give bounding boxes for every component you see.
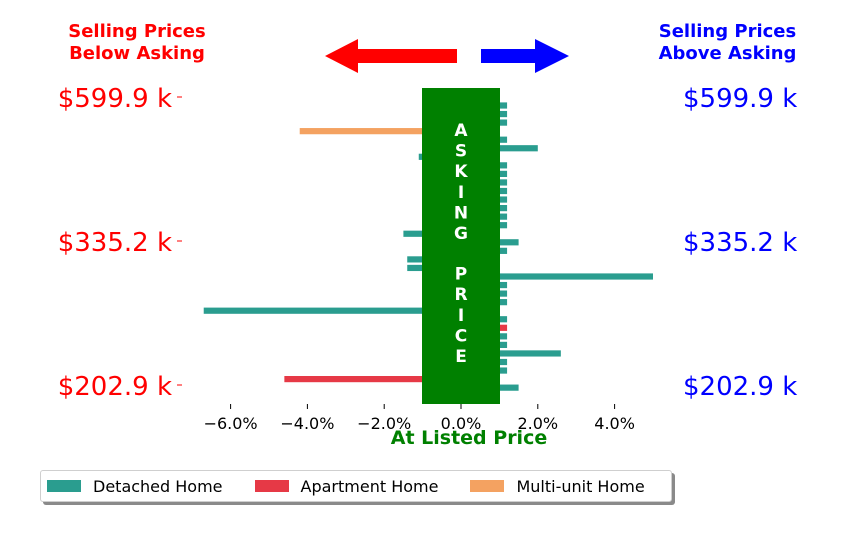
direction-arrows [325, 39, 569, 73]
band-letter: C [455, 326, 467, 346]
right-arrow-icon [481, 39, 569, 73]
price-label-right-bottom: $202.9 k [683, 372, 798, 402]
x-tick-label: 2.0% [517, 414, 558, 433]
legend-item-detached: Detached Home [47, 477, 223, 496]
bar [299, 128, 461, 135]
left-arrow-icon [325, 39, 457, 73]
x-tick-label: 0.0% [441, 414, 482, 433]
band-letter: S [455, 142, 467, 162]
legend-label-detached: Detached Home [93, 476, 223, 496]
x-axis: −6.0% −4.0% −2.0% 0.0% 2.0% 4.0% At Listed Pri… [204, 404, 635, 449]
band-letter: P [455, 265, 467, 285]
bar [461, 273, 653, 280]
band-letter: N [454, 203, 468, 223]
price-label-left-top: $599.9 k [57, 84, 172, 114]
bar [461, 350, 561, 357]
price-label-right-mid: $335.2 k [683, 228, 798, 258]
above-asking-label: Selling Prices Above Asking [658, 21, 797, 64]
band-letter: K [454, 162, 468, 182]
x-tick-label: 4.0% [594, 414, 635, 433]
x-tick-label: −6.0% [204, 414, 258, 433]
legend-label-apartment: Apartment Home [300, 476, 439, 496]
chart-legend: Detached Home Apartment Home Multi-unit … [40, 470, 672, 502]
price-label-right-top: $599.9 k [683, 84, 798, 114]
price-label-left-bottom: $202.9 k [57, 372, 172, 402]
legend-label-multi-unit: Multi-unit Home [516, 476, 645, 496]
bar [203, 307, 461, 314]
bar [284, 376, 461, 383]
x-tick-label: −2.0% [357, 414, 411, 433]
legend-swatch-apartment [254, 480, 289, 492]
band-letter: A [454, 121, 468, 141]
legend-item-apartment: Apartment Home [254, 476, 439, 496]
asking-price-caption: At Listed Price [391, 427, 547, 449]
band-letter: G [454, 224, 468, 244]
price-label-left-mid: $335.2 k [57, 228, 172, 258]
band-letter: I [458, 306, 464, 326]
band-letter: E [455, 347, 467, 367]
x-tick-label: −4.0% [280, 414, 334, 433]
legend-swatch-detached [47, 480, 81, 492]
band-letter: R [454, 285, 467, 305]
y-ticks [177, 96, 182, 386]
legend-item-multi-unit: Multi-unit Home [470, 476, 645, 496]
asking-price-band-rect [422, 88, 500, 404]
legend-swatch-multi-unit [470, 480, 505, 492]
band-letter: I [458, 183, 464, 203]
below-asking-label: Selling Prices Below Asking [68, 21, 206, 64]
